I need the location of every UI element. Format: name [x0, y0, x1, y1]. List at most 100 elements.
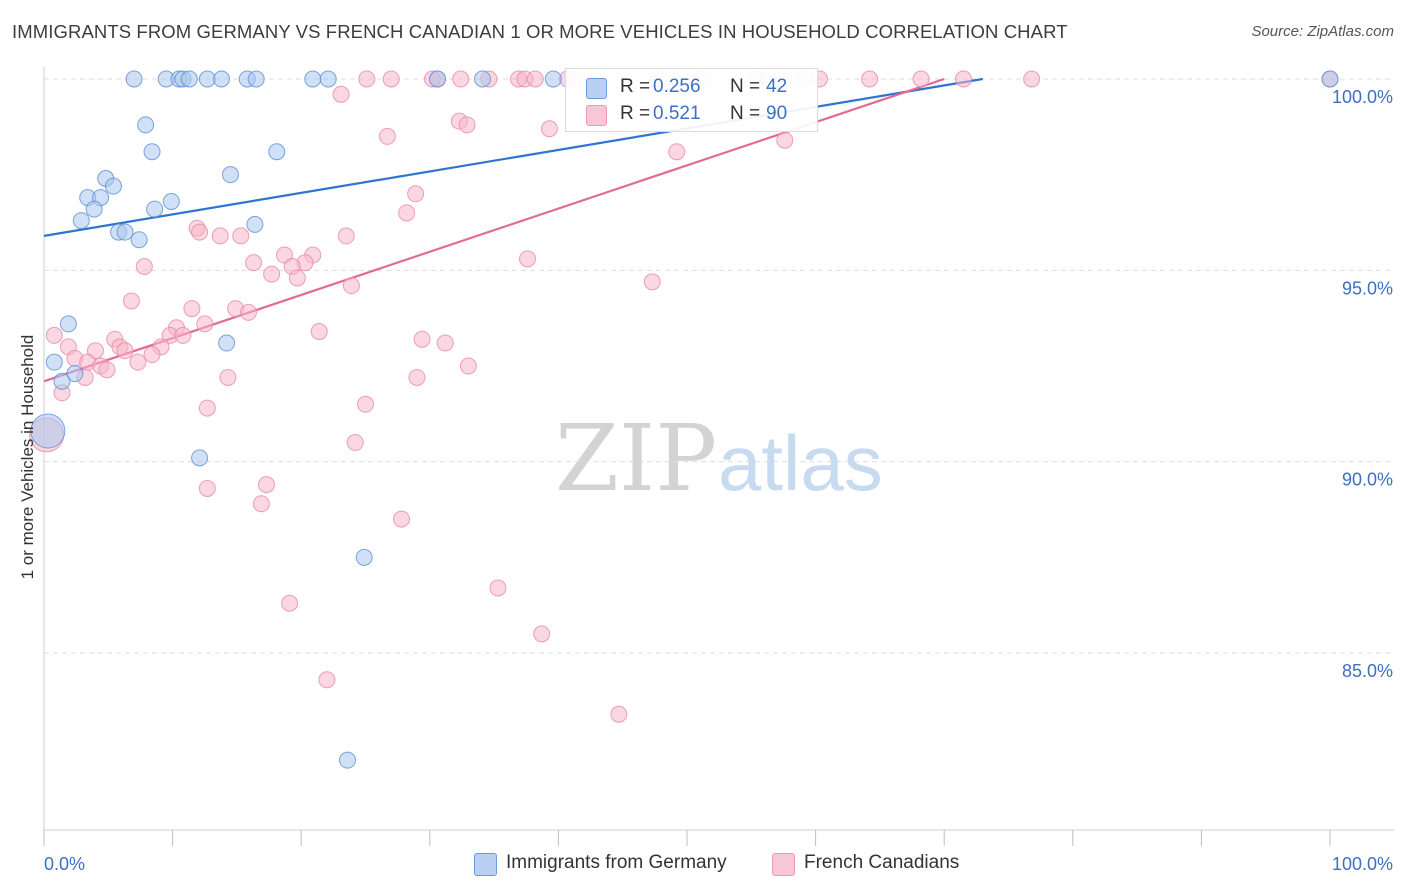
- point-french-canadian: [318, 671, 336, 689]
- point-french-canadian: [436, 334, 454, 352]
- point-germany: [45, 353, 63, 371]
- x-tick-label: 0.0%: [44, 854, 85, 874]
- y-axis-title: 1 or more Vehicles in Household: [18, 334, 37, 580]
- y-tick-label: 85.0%: [1342, 661, 1393, 681]
- point-germany: [268, 143, 286, 161]
- point-french-canadian: [198, 479, 216, 497]
- gridlines: [44, 78, 1394, 654]
- y-tick-label: 90.0%: [1342, 470, 1393, 490]
- point-french-canadian: [912, 70, 930, 88]
- legend-label-french-canadians: French Canadians: [804, 852, 960, 873]
- point-germany: [146, 200, 164, 218]
- legend-label-germany: Immigrants from Germany: [506, 852, 727, 873]
- point-germany: [125, 70, 143, 88]
- chart-source: Source: ZipAtlas.com: [1251, 23, 1394, 40]
- point-germany: [544, 70, 562, 88]
- legend-n-label: N =: [730, 103, 761, 124]
- point-french-canadian: [263, 265, 281, 283]
- point-french-canadian: [526, 70, 544, 88]
- point-french-canadian: [122, 292, 140, 310]
- point-germany: [59, 315, 77, 333]
- chart-title: IMMIGRANTS FROM GERMANY VS FRENCH CANADI…: [12, 21, 1068, 42]
- y-tick-label: 100.0%: [1332, 87, 1393, 107]
- y-tick-label: 95.0%: [1342, 278, 1393, 298]
- point-french-canadian: [116, 342, 134, 360]
- point-germany: [1321, 70, 1339, 88]
- legend-swatch-blue: [586, 78, 607, 99]
- point-french-canadian: [776, 131, 794, 149]
- point-germany: [429, 70, 447, 88]
- point-french-canadian: [232, 227, 250, 245]
- point-french-canadian: [398, 204, 416, 222]
- point-french-canadian: [519, 250, 537, 268]
- legend-r-value: 0.256: [653, 76, 701, 97]
- point-french-canadian: [452, 70, 470, 88]
- point-germany: [338, 751, 356, 769]
- point-french-canadian: [198, 399, 216, 417]
- legend-r-label: R =: [620, 103, 651, 124]
- point-french-canadian: [489, 579, 507, 597]
- point-french-canadian: [954, 70, 972, 88]
- legend-n-value: 90: [766, 103, 788, 124]
- point-germany: [30, 413, 66, 449]
- point-germany: [180, 70, 198, 88]
- point-french-canadian: [143, 346, 161, 364]
- point-french-canadian: [408, 368, 426, 386]
- point-french-canadian: [129, 353, 147, 371]
- point-french-canadian: [861, 70, 879, 88]
- point-germany: [355, 548, 373, 566]
- point-french-canadian: [1023, 70, 1041, 88]
- point-french-canadian: [310, 323, 328, 341]
- point-germany: [247, 70, 265, 88]
- point-french-canadian: [357, 395, 374, 413]
- point-germany: [85, 200, 103, 218]
- watermark-zip: ZIP: [555, 405, 717, 512]
- x-tick-label: 100.0%: [1332, 854, 1393, 874]
- point-french-canadian: [610, 705, 628, 723]
- point-germany: [66, 365, 84, 383]
- point-french-canadian: [245, 254, 263, 272]
- point-french-canadian: [191, 223, 209, 241]
- point-french-canadian: [281, 594, 299, 612]
- point-germany: [246, 215, 264, 233]
- point-french-canadian: [358, 70, 376, 88]
- point-french-canadian: [643, 273, 661, 291]
- point-french-canadian: [257, 476, 275, 494]
- point-germany: [53, 372, 71, 390]
- point-germany: [72, 212, 90, 230]
- data-points: [29, 70, 1339, 769]
- point-germany: [319, 70, 337, 88]
- point-germany: [104, 177, 122, 195]
- point-french-canadian: [533, 625, 551, 643]
- point-germany: [221, 166, 239, 184]
- point-french-canadian: [239, 303, 257, 321]
- point-germany: [130, 231, 148, 249]
- legend-n-label: N =: [730, 76, 761, 97]
- legend-swatch-pink: [586, 105, 607, 126]
- watermark: ZIP atlas: [555, 405, 883, 512]
- legend-swatch-blue: [474, 853, 497, 876]
- point-french-canadian: [668, 143, 686, 161]
- legend-swatch-pink: [772, 853, 795, 876]
- point-french-canadian: [45, 326, 63, 344]
- point-germany: [137, 116, 155, 134]
- point-germany: [162, 192, 180, 210]
- watermark-atlas: atlas: [718, 419, 883, 507]
- point-french-canadian: [337, 227, 355, 245]
- point-french-canadian: [252, 495, 270, 513]
- point-germany: [474, 70, 492, 88]
- point-french-canadian: [342, 277, 360, 295]
- point-french-canadian: [332, 85, 350, 103]
- point-french-canadian: [378, 127, 396, 145]
- point-french-canadian: [382, 70, 400, 88]
- point-french-canadian: [183, 300, 201, 318]
- point-germany: [218, 334, 236, 352]
- point-germany: [191, 449, 209, 467]
- point-germany: [116, 223, 134, 241]
- point-germany: [212, 70, 230, 88]
- legend-n-value: 42: [766, 76, 788, 97]
- point-germany: [198, 70, 216, 88]
- point-french-canadian: [540, 120, 558, 138]
- stats-legend: R = 0.256 N = 42 R = 0.521 N = 90: [565, 68, 818, 132]
- point-french-canadian: [196, 315, 214, 333]
